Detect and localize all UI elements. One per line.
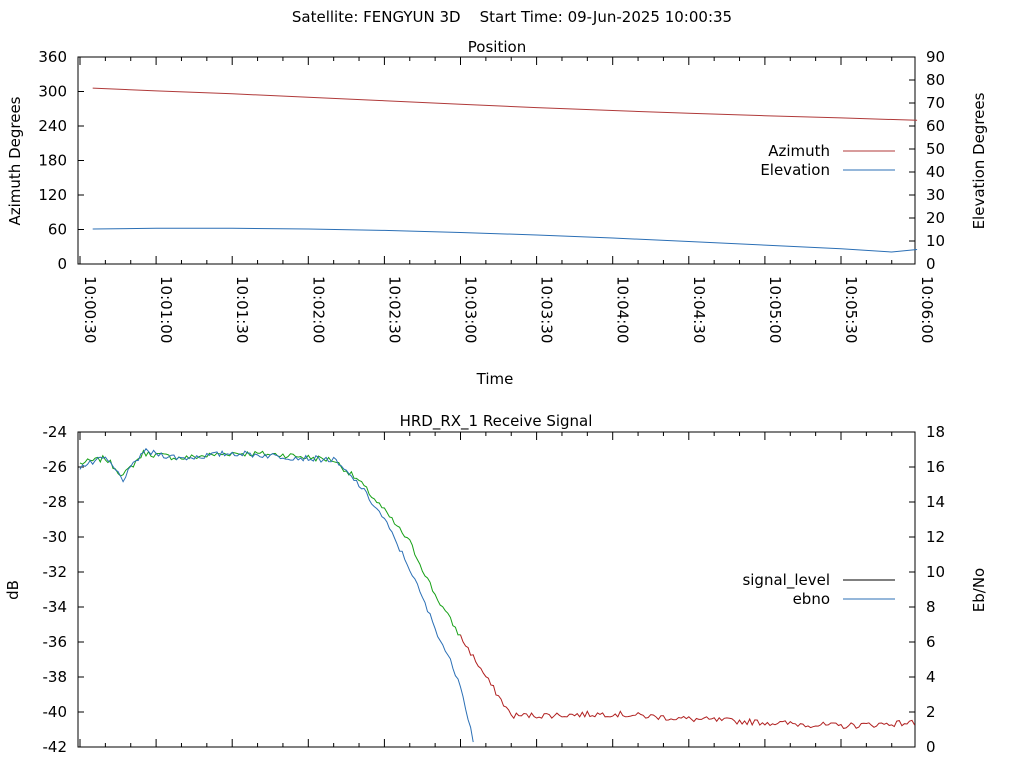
position-y2-tick-label: 40: [926, 163, 945, 181]
legend-signal-level-label: signal_level: [742, 571, 830, 590]
position-x-tick-label: 10:03:30: [538, 276, 556, 343]
signal-y-tick-label: -24: [43, 423, 68, 441]
position-x-tick-label: 10:04:00: [614, 276, 632, 343]
position-y2-tick-label: 0: [926, 255, 936, 273]
position-x-tick-label: 10:02:00: [309, 276, 327, 343]
signal-y2-tick-label: 14: [926, 493, 945, 511]
signal-level-line-strong: [79, 449, 461, 636]
signal-y-tick-label: -42: [43, 738, 68, 756]
signal-y2-tick-label: 0: [926, 738, 936, 756]
position-x-tick-label: 10:04:30: [690, 276, 708, 343]
position-y-tick-labels: 0 60 120 180 240 300 360: [38, 48, 67, 273]
signal-y2-tick-label: 12: [926, 528, 945, 546]
signal-y2-axis-label: Eb/No: [970, 568, 988, 612]
signal-y2-tick-labels: 18 16 14 12 10 8 6 4 2 0: [926, 423, 945, 756]
position-x-tick-label: 10:00:30: [81, 276, 99, 343]
position-x-tick-label: 10:05:00: [766, 276, 784, 343]
position-x-tick-label: 10:01:30: [233, 276, 251, 343]
ebno-line: [79, 447, 474, 743]
signal-y2-tick-label: 2: [926, 703, 936, 721]
position-y-tick-label: 300: [38, 83, 67, 101]
position-y2-axis-label: Elevation Degrees: [970, 92, 988, 229]
position-y-axis-label: Azimuth Degrees: [6, 96, 24, 225]
position-chart: Position 0 60 120 180 240 300 360 0 10 20 30 40 50 6…: [6, 38, 988, 388]
position-x-axis-label: Time: [476, 370, 514, 388]
signal-plot-frame: [77, 431, 916, 748]
position-series: [92, 87, 918, 253]
signal-title: HRD_RX_1 Receive Signal: [400, 412, 593, 431]
position-x-tick-label: 10:06:00: [918, 276, 936, 343]
position-y2-tick-label: 90: [926, 48, 945, 66]
legend-ebno-label: ebno: [793, 590, 830, 608]
position-y-tick-label: 180: [38, 152, 67, 170]
signal-ticks: [78, 431, 915, 748]
position-y2-tick-label: 10: [926, 232, 945, 250]
position-x-tick-label: 10:02:30: [385, 276, 403, 343]
position-x-tick-labels: 10:00:30 10:01:00 10:01:30 10:02:00 10:02:30…: [81, 276, 936, 343]
legend-elevation-label: Elevation: [760, 161, 830, 179]
position-y-tick-label: 60: [48, 221, 67, 239]
azimuth-line: [92, 87, 918, 121]
elevation-line: [92, 227, 918, 253]
position-y2-tick-label: 50: [926, 140, 945, 158]
position-ticks: [78, 56, 915, 265]
signal-y2-tick-label: 6: [926, 633, 936, 651]
signal-y2-tick-label: 4: [926, 668, 936, 686]
signal-y-tick-label: -26: [43, 458, 68, 476]
position-y2-tick-label: 60: [926, 117, 945, 135]
signal-y-tick-labels: -24 -26 -28 -30 -32 -34 -36 -38 -40 -42: [43, 423, 68, 756]
signal-y2-tick-label: 16: [926, 458, 945, 476]
position-y2-tick-label: 20: [926, 209, 945, 227]
signal-y-tick-label: -36: [43, 633, 68, 651]
legend-azimuth-label: Azimuth: [768, 142, 830, 160]
position-legend: Azimuth Elevation: [760, 142, 895, 179]
signal-y2-tick-label: 18: [926, 423, 945, 441]
chart-header: Satellite: FENGYUN 3D Start Time: 09-Jun…: [292, 8, 732, 26]
signal-legend: signal_level ebno: [742, 571, 895, 608]
signal-y2-tick-label: 10: [926, 563, 945, 581]
signal-y-tick-label: -32: [43, 563, 68, 581]
position-y-tick-label: 0: [57, 255, 67, 273]
position-y2-tick-labels: 0 10 20 30 40 50 60 70 80 90: [926, 48, 945, 273]
position-y2-tick-label: 70: [926, 94, 945, 112]
position-y-tick-label: 240: [38, 117, 67, 135]
signal-y-axis-label: dB: [4, 580, 22, 600]
position-y2-tick-label: 30: [926, 186, 945, 204]
signal-y2-tick-label: 8: [926, 598, 936, 616]
signal-y-tick-label: -38: [43, 668, 68, 686]
position-y-tick-label: 120: [38, 186, 67, 204]
position-x-tick-label: 10:03:00: [462, 276, 480, 343]
position-title: Position: [468, 38, 526, 56]
signal-y-tick-label: -28: [43, 493, 68, 511]
signal-y-tick-label: -40: [43, 703, 68, 721]
signal-series: [79, 447, 916, 743]
position-x-tick-label: 10:05:30: [842, 276, 860, 343]
signal-y-tick-label: -30: [43, 528, 68, 546]
signal-level-line-floor: [460, 634, 916, 729]
signal-y-tick-label: -34: [43, 598, 68, 616]
position-y-tick-label: 360: [38, 48, 67, 66]
position-y2-tick-label: 80: [926, 71, 945, 89]
signal-chart: HRD_RX_1 Receive Signal -24-26-28-30-32-…: [4, 412, 988, 756]
position-x-tick-label: 10:01:00: [157, 276, 175, 343]
